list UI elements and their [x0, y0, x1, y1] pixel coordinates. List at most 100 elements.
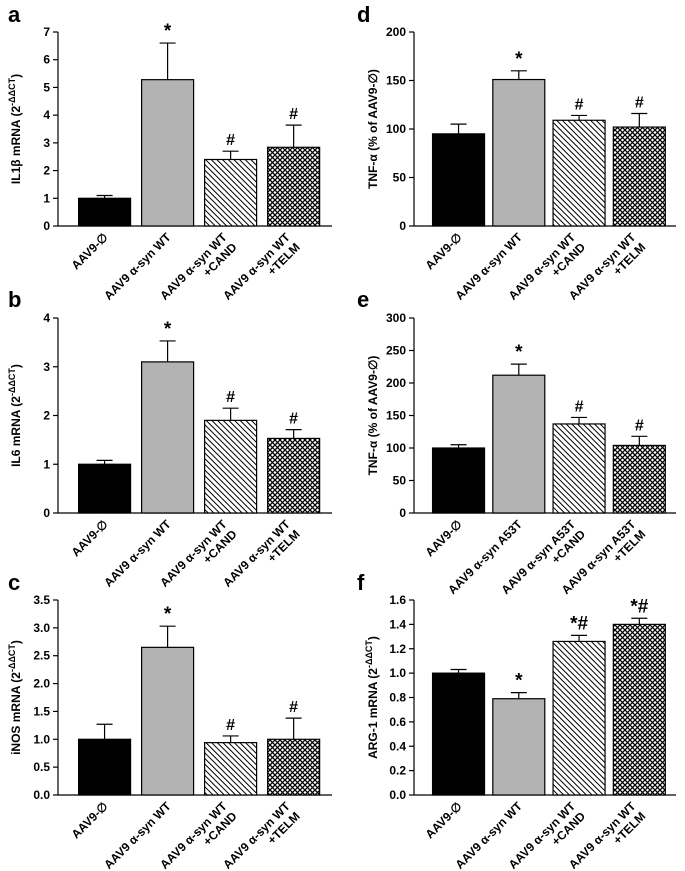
category-label-line: AAV9-∅ — [69, 799, 111, 841]
significance-marker: * — [515, 49, 523, 70]
y-tick-label: 1.4 — [389, 617, 406, 631]
y-tick-label: 1.0 — [33, 732, 50, 746]
y-axis-label-sup: -ΔΔCT — [7, 368, 17, 396]
y-tick-label: 2.5 — [33, 649, 50, 663]
panel-letter: f — [357, 570, 365, 595]
significance-marker: # — [289, 699, 298, 716]
bar — [77, 463, 132, 514]
y-tick-label: 7 — [43, 25, 50, 39]
y-tick-label: 200 — [386, 376, 406, 390]
panel-letter: c — [8, 570, 20, 595]
bar — [612, 126, 666, 227]
bar — [431, 133, 486, 227]
y-axis-label-sup: -ΔΔCT — [7, 77, 17, 105]
bar — [141, 361, 195, 514]
y-axis-label-main: IL1β mRNA (2 — [9, 106, 23, 185]
significance-marker: * — [164, 21, 172, 42]
y-tick-label: 4 — [43, 311, 50, 325]
bar — [77, 738, 132, 796]
y-axis-label: IL1β mRNA (2-ΔΔCT) — [7, 74, 23, 184]
significance-marker: # — [226, 389, 235, 406]
bar — [204, 742, 258, 796]
y-tick-label: 150 — [386, 409, 406, 423]
bar — [492, 374, 546, 514]
chart-panel-c: c 0.0 0.5 1.0 1.5 2.0 2.5 3.0 3.5 iNOS mRNA (2-ΔΔ… — [7, 570, 332, 871]
bar — [612, 623, 666, 796]
y-tick-label: 0.5 — [33, 760, 50, 774]
category-label: AAV9-∅ — [69, 799, 111, 841]
category-label-line: AAV9-∅ — [69, 517, 111, 559]
y-tick-label: 0.8 — [389, 691, 406, 705]
y-axis-label: TNF-α (% of AAV9-∅) — [366, 69, 380, 189]
chart-panel-f: f 0.0 0.2 0.4 0.6 0.8 1.0 1.2 1.4 1.6 ARG-1 mRNA (… — [357, 570, 676, 871]
y-tick-label: 3 — [43, 360, 50, 374]
y-tick-label: 100 — [386, 122, 406, 136]
y-tick-label: 5 — [43, 80, 50, 94]
category-label: AAV9 α-syn WT+TELM — [220, 230, 303, 313]
y-tick-label: 6 — [43, 53, 50, 67]
y-axis-label-sup: -ΔΔCT — [364, 640, 374, 668]
y-tick-label: 1.5 — [33, 704, 50, 718]
y-axis-label-main: iNOS mRNA (2 — [9, 672, 23, 755]
category-label: AAV9 α-syn WT+TELM — [220, 517, 303, 600]
bar — [267, 437, 321, 514]
significance-marker: # — [635, 94, 644, 111]
y-axis-label-end: ) — [9, 364, 23, 368]
significance-marker: *# — [630, 596, 648, 617]
panel-letter: d — [357, 2, 370, 27]
y-tick-label: 0 — [43, 219, 50, 233]
category-label: AAV9-∅ — [423, 799, 465, 841]
significance-marker: # — [289, 411, 298, 428]
y-axis-label-main: ARG-1 mRNA (2 — [366, 668, 380, 759]
y-axis-label: iNOS mRNA (2-ΔΔCT) — [7, 640, 23, 755]
bar — [492, 78, 546, 227]
bar — [431, 447, 486, 514]
y-axis-label: IL6 mRNA (2-ΔΔCT) — [7, 364, 23, 467]
y-tick-label: 1 — [43, 457, 50, 471]
y-tick-label: 250 — [386, 344, 406, 358]
category-label-line: AAV9-∅ — [69, 230, 111, 272]
category-label: AAV9-∅ — [423, 230, 465, 272]
y-tick-label: 0.2 — [389, 764, 406, 778]
y-axis-label-main: IL6 mRNA (2 — [9, 396, 23, 467]
panel-letter: a — [8, 2, 21, 27]
significance-marker: # — [289, 106, 298, 123]
y-axis-label-sup: -ΔΔCT — [7, 644, 17, 672]
significance-marker: # — [575, 96, 584, 113]
category-label-line: AAV9-∅ — [423, 230, 465, 272]
bar — [141, 79, 195, 227]
y-tick-label: 1.6 — [389, 593, 406, 607]
y-tick-label: 200 — [386, 25, 406, 39]
significance-marker: * — [164, 319, 172, 340]
y-axis-label-end: ) — [9, 74, 23, 78]
y-tick-label: 50 — [393, 474, 407, 488]
y-tick-label: 0 — [399, 219, 406, 233]
y-tick-label: 2.0 — [33, 677, 50, 691]
category-label: AAV9 α-syn WT+TELM — [220, 799, 303, 871]
chart-panel-a: a 0 1 2 3 4 5 6 7 IL1β mRNA (2-ΔΔCT) AAV9-∅ * AAV9 α… — [7, 2, 332, 313]
y-tick-label: 2 — [43, 164, 50, 178]
y-tick-label: 50 — [393, 171, 407, 185]
significance-marker: * — [515, 671, 523, 692]
bar — [552, 640, 606, 796]
y-axis-label-end: ) — [366, 636, 380, 640]
category-label: AAV9-∅ — [423, 517, 465, 559]
y-tick-label: 0.0 — [389, 788, 406, 802]
y-tick-label: 100 — [386, 441, 406, 455]
significance-marker: # — [226, 132, 235, 149]
category-label: AAV9-∅ — [69, 230, 111, 272]
y-tick-label: 4 — [43, 108, 50, 122]
bar — [141, 646, 195, 796]
category-label-line: AAV9-∅ — [423, 517, 465, 559]
significance-marker: # — [635, 417, 644, 434]
chart-panel-e: e 0 50 100 150 200 250 300 TNF-α (% of AAV9-∅) AA… — [357, 287, 676, 597]
y-tick-label: 2 — [43, 409, 50, 423]
significance-marker: * — [164, 604, 172, 625]
bar — [552, 119, 606, 227]
bar — [204, 419, 258, 514]
bar — [267, 146, 321, 227]
y-tick-label: 3.0 — [33, 621, 50, 635]
bar — [612, 444, 666, 514]
y-tick-label: 0 — [399, 506, 406, 520]
